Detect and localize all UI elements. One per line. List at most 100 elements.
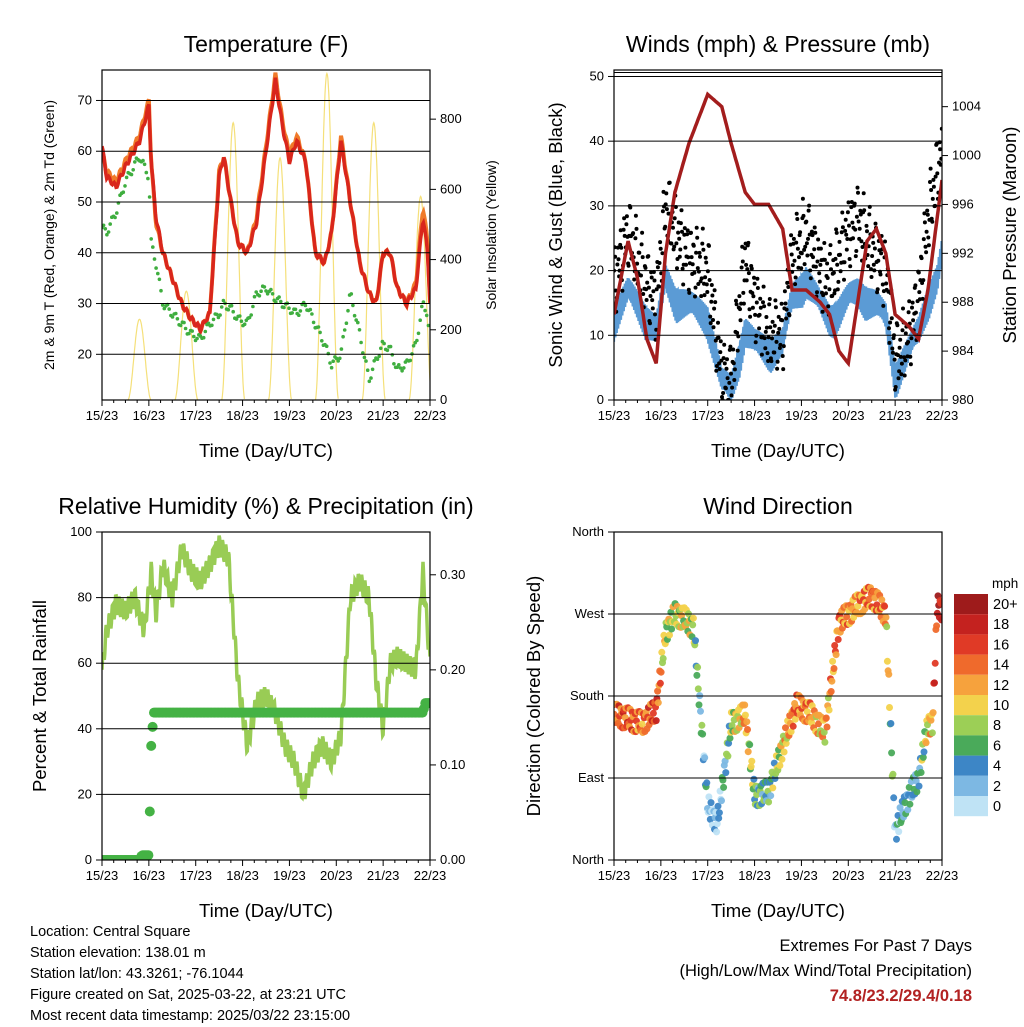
gust-point [895, 323, 900, 328]
dewpoint-point [349, 292, 354, 296]
gust-point [693, 285, 698, 290]
gust-point [727, 347, 732, 352]
gust-point [712, 306, 717, 311]
gust-point [805, 253, 810, 258]
dewpoint-point [115, 211, 119, 215]
gust-point [689, 255, 694, 260]
dewpoint-point [151, 245, 155, 249]
y2-axis-label: Station Pressure (Maroon) [999, 127, 1020, 344]
wind-direction-point [878, 596, 886, 604]
wind-direction-point [657, 668, 665, 676]
gust-point [678, 247, 683, 252]
dewpoint-point [339, 347, 344, 351]
dewpoint-point [147, 195, 152, 199]
dewpoint-point [372, 359, 377, 363]
dewpoint-point [331, 359, 336, 364]
wind-direction-point [787, 728, 795, 736]
gust-point [637, 250, 642, 255]
gust-point [787, 313, 792, 318]
gust-point [621, 227, 626, 232]
gust-point [908, 362, 913, 367]
dewpoint-point [311, 320, 316, 325]
gust-point [799, 251, 804, 256]
gust-point [718, 350, 723, 355]
gust-point [701, 247, 706, 252]
gust-point [852, 201, 857, 206]
wind-direction-point [698, 721, 706, 729]
wind-direction-point [825, 706, 833, 714]
dewpoint-point [359, 340, 363, 345]
gust-point [707, 243, 711, 248]
legend-swatch [954, 796, 988, 817]
dewpoint-point [251, 304, 255, 309]
dewpoint-point [362, 355, 367, 360]
gust-point [655, 265, 660, 270]
gust-point [635, 261, 640, 266]
x-tick-label: 19/23 [273, 868, 306, 883]
station-elevation: Station elevation: 138.01 m [30, 945, 206, 961]
y2-tick-label: 400 [440, 252, 462, 267]
wind-direction-point [917, 769, 925, 776]
gust-point [935, 171, 940, 176]
wind-direction-point [744, 748, 752, 756]
gust-point [816, 237, 821, 242]
gust-point [938, 147, 942, 152]
dewpoint-point [341, 334, 345, 339]
dewpoint-point [192, 334, 196, 339]
gust-point [657, 261, 662, 265]
y2-tick-label: 988 [952, 294, 974, 309]
dewpoint-point [334, 356, 339, 361]
dewpoint-point [342, 328, 347, 332]
gust-point [775, 366, 780, 371]
gust-point [754, 300, 759, 305]
x-axis-label: Time (Day/UTC) [711, 440, 845, 461]
x-tick-label: 18/23 [226, 868, 259, 883]
gust-point [730, 385, 735, 390]
gust-point [671, 225, 675, 230]
gust-point [830, 294, 835, 298]
gust-point [709, 283, 714, 287]
y-tick-label: North [572, 852, 604, 867]
gust-point [880, 282, 885, 287]
gust-point [854, 249, 859, 253]
gust-point [782, 289, 787, 294]
gust-point [776, 314, 781, 319]
gust-point [693, 294, 697, 299]
gust-point [836, 279, 841, 284]
solar-insolation-line [314, 71, 339, 400]
legend-label: 4 [993, 759, 1001, 775]
plot-area [614, 583, 942, 843]
gust-point [639, 273, 643, 278]
gust-point [929, 216, 934, 221]
gust-point [834, 230, 839, 235]
wind-direction-point [778, 755, 786, 763]
gust-point [683, 245, 688, 250]
gust-point [716, 320, 720, 325]
gust-point [903, 331, 908, 336]
gust-point [892, 357, 897, 362]
legend-label: 14 [993, 658, 1009, 674]
wind-direction-point [720, 783, 728, 791]
dewpoint-point [103, 227, 108, 231]
gust-point [810, 233, 815, 238]
gust-point [690, 262, 695, 267]
gust-point [653, 312, 657, 317]
gust-point [888, 320, 893, 325]
dewpoint-point [121, 190, 126, 194]
y2-tick-label: 0.00 [440, 852, 465, 867]
gust-point [781, 344, 786, 349]
wind-direction-point [938, 616, 942, 624]
gust-point [831, 270, 836, 275]
wind-direction-point [843, 613, 851, 621]
station-info: Location: Central Square Station elevati… [30, 922, 350, 1027]
extremes-subtitle: (High/Low/Max Wind/Total Precipitation) [679, 962, 972, 980]
gust-point [633, 213, 638, 218]
dewpoint-point [418, 318, 423, 323]
gust-point [837, 239, 842, 244]
gust-point [727, 380, 732, 385]
gust-point [676, 230, 681, 235]
wind-direction-point [887, 720, 895, 727]
wind-direction-point [728, 722, 736, 729]
extremes-title: Extremes For Past 7 Days [779, 937, 972, 955]
x-tick-label: 15/23 [86, 408, 119, 423]
